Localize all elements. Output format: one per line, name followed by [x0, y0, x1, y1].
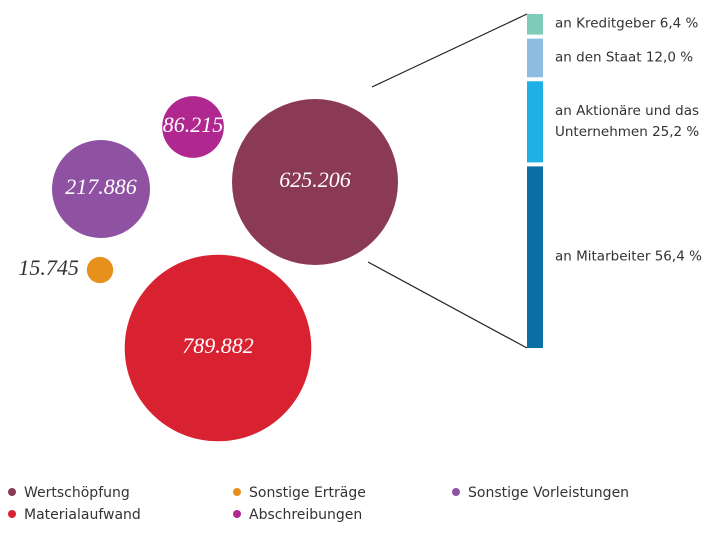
legend-swatch [233, 488, 241, 496]
segment-label: an Kreditgeber 6,4 % [555, 14, 715, 35]
legend-label: Sonstige Erträge [249, 485, 366, 501]
bubble [52, 140, 150, 238]
bubble [124, 254, 312, 442]
legend-item: Abschreibungen [233, 506, 362, 524]
legend-swatch [8, 488, 16, 496]
legend-label: Wertschöpfung [24, 485, 130, 501]
segment-label: an den Staat 12,0 % [555, 47, 715, 68]
bubble-label: 789.882 [182, 333, 254, 358]
bar-segment [527, 38, 543, 78]
legend-swatch [233, 510, 241, 518]
segment-value: 6,4 % [659, 15, 699, 32]
legend-swatch [8, 510, 16, 518]
segment-name: an Aktionäre und das Unternehmen [555, 102, 700, 140]
bubble-label: 86.215 [163, 112, 224, 137]
legend-swatch [452, 488, 460, 496]
bar-segment [527, 14, 543, 35]
bubble [86, 256, 114, 284]
legend-label: Materialaufwand [24, 507, 141, 523]
legend-item: Sonstige Vorleistungen [452, 484, 629, 502]
segment-value: 12,0 % [645, 49, 694, 66]
segment-label: an Aktionäre und das Unternehmen 25,2 % [555, 101, 715, 143]
segment-name: an Kreditgeber [555, 15, 656, 32]
segment-label: an Mitarbeiter 56,4 % [555, 247, 715, 268]
bubble [232, 99, 398, 265]
bubble-label: 625.206 [279, 167, 351, 192]
segment-value: 56,4 % [654, 248, 702, 265]
legend-item: Wertschöpfung [8, 484, 130, 502]
legend-item: Sonstige Erträge [233, 484, 366, 502]
bubble [162, 96, 224, 158]
bubble-label: 15.745 [18, 255, 79, 280]
bar-segment [527, 81, 543, 163]
bubble-label: 217.886 [65, 174, 137, 199]
connector-line [367, 261, 528, 349]
segment-value: 25,2 % [652, 123, 700, 140]
legend-label: Sonstige Vorleistungen [468, 485, 630, 501]
bar-segment [527, 166, 543, 348]
segment-name: an Mitarbeiter [555, 248, 651, 265]
legend-item: Materialaufwand [8, 506, 141, 524]
legend-label: Abschreibungen [249, 507, 363, 523]
connector-line [371, 13, 528, 88]
segment-name: an den Staat [555, 49, 642, 66]
